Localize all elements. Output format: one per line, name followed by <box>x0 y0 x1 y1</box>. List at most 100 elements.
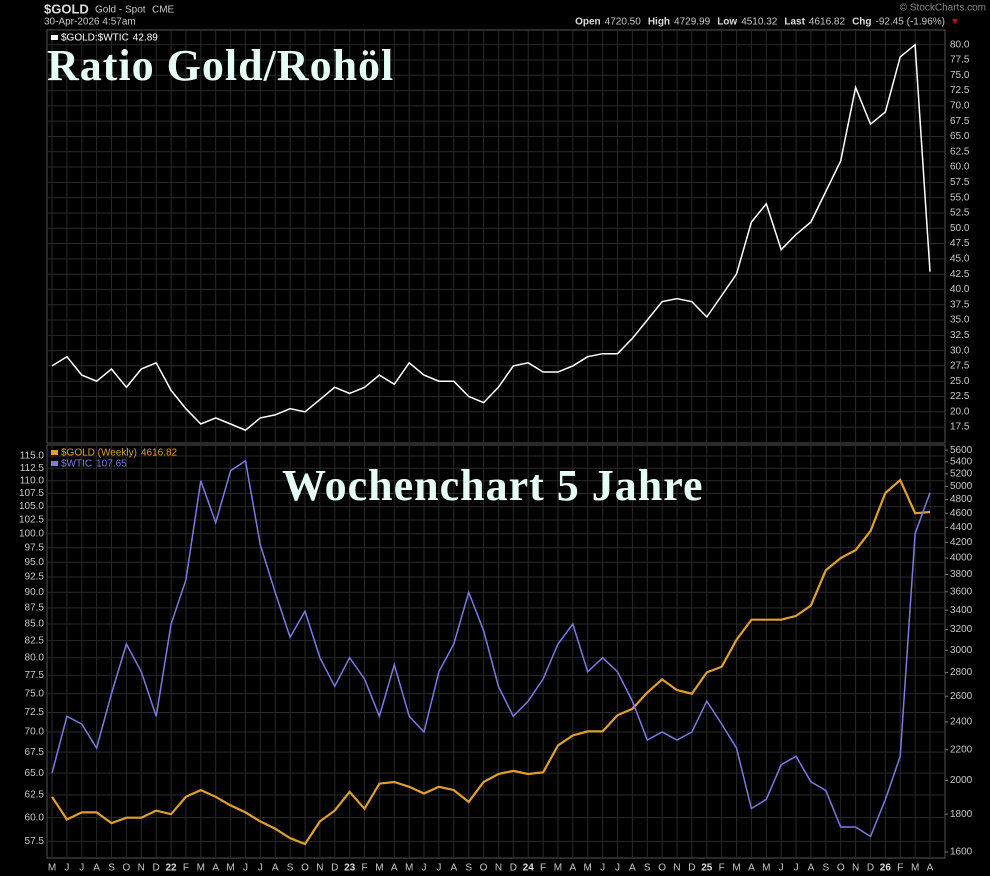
y-tick-label: 80.0 <box>950 39 970 50</box>
date: 30-Apr-2026 4:57am <box>44 17 136 28</box>
x-tick-label: A <box>808 863 815 874</box>
exchange: CME <box>152 5 175 16</box>
legend-name: $GOLD:$WTIC <box>61 33 129 44</box>
field-label: Last <box>784 17 805 28</box>
y-tick-label: 77.5 <box>25 670 45 681</box>
y-tick-label: 30.0 <box>950 345 970 356</box>
x-tick-label: A <box>927 863 934 874</box>
x-tick-label: A <box>391 863 398 874</box>
y2-tick-label: 3800 <box>950 569 973 580</box>
x-tick-label: M <box>226 863 234 874</box>
x-tick-label: D <box>331 863 338 874</box>
x-tick-label: D <box>688 863 695 874</box>
y-tick-label: 62.5 <box>950 146 970 157</box>
y-tick-label: 62.5 <box>25 790 45 801</box>
x-tick-label: O <box>837 863 845 874</box>
y-tick-label: 92.5 <box>25 572 45 583</box>
x-tick-label: A <box>748 863 755 874</box>
y2-tick-label: 4600 <box>950 508 973 519</box>
y-tick-label: 85.0 <box>25 619 45 630</box>
x-tick-label: A <box>93 863 100 874</box>
y-tick-label: 72.5 <box>950 85 970 96</box>
y-tick-label: 20.0 <box>950 406 970 417</box>
x-tick-label: 25 <box>701 863 713 874</box>
x-tick-label: D <box>510 863 517 874</box>
x-tick-label: M <box>584 863 592 874</box>
legend-swatch <box>51 35 58 40</box>
y-tick-label: 27.5 <box>950 361 970 372</box>
legend-swatch <box>51 461 58 466</box>
x-tick-label: 24 <box>523 863 535 874</box>
x-tick-label: N <box>852 863 859 874</box>
x-tick-label: S <box>287 863 294 874</box>
y-tick-label: 75.0 <box>950 70 970 81</box>
legend-value: 42.89 <box>133 33 158 44</box>
x-tick-label: J <box>600 863 605 874</box>
y2-tick-label: 2800 <box>950 667 973 678</box>
y-tick-label: 60.0 <box>25 812 45 823</box>
field-value: 4729.99 <box>674 17 711 28</box>
series-line <box>51 478 931 846</box>
y2-tick-label: 3400 <box>950 605 973 616</box>
x-tick-label: D <box>867 863 874 874</box>
x-tick-label: J <box>64 863 69 874</box>
y2-tick-label: 4200 <box>950 537 973 548</box>
y-tick-label: 22.5 <box>950 391 970 402</box>
y-tick-label: 55.0 <box>950 192 970 203</box>
y-tick-label: 97.5 <box>25 542 45 553</box>
legend-name: $WTIC <box>61 459 92 470</box>
y-tick-label: 65.0 <box>25 768 45 779</box>
panel-frame <box>46 444 946 859</box>
y2-tick-label: 1600 <box>950 847 973 858</box>
x-tick-label: J <box>794 863 799 874</box>
legend-value: 4616.82 <box>141 448 178 459</box>
y-tick-label: 25.0 <box>950 376 970 387</box>
legend-name: $GOLD (Weekly) <box>61 448 137 459</box>
x-tick-label: F <box>183 863 189 874</box>
y-tick-label: 95.0 <box>25 557 45 568</box>
x-tick-label: A <box>450 863 457 874</box>
x-tick-label: S <box>644 863 651 874</box>
y2-tick-label: 3600 <box>950 586 973 597</box>
symbol: $GOLD <box>44 1 89 16</box>
field-label: High <box>648 17 670 28</box>
y2-tick-label: 2600 <box>950 691 973 702</box>
down-marker <box>952 19 958 24</box>
y-tick-label: 87.5 <box>25 603 45 614</box>
y-tick-label: 77.5 <box>950 55 970 66</box>
y-tick-label: 75.0 <box>25 688 45 699</box>
x-tick-label: J <box>436 863 441 874</box>
x-tick-label: M <box>732 863 740 874</box>
x-tick-label: S <box>108 863 115 874</box>
y2-tick-label: 3200 <box>950 624 973 635</box>
legend-swatch <box>51 450 58 455</box>
y2-tick-label: 5000 <box>950 481 973 492</box>
y-tick-label: 32.5 <box>950 330 970 341</box>
x-tick-label: F <box>897 863 903 874</box>
x-tick-label: A <box>570 863 577 874</box>
x-tick-label: F <box>719 863 725 874</box>
field-label: Chg <box>852 17 871 28</box>
y2-tick-label: 4400 <box>950 522 973 533</box>
x-tick-label: M <box>911 863 919 874</box>
y2-tick-label: 5600 <box>950 445 973 456</box>
x-tick-label: M <box>197 863 205 874</box>
panel-title: Wochenchart 5 Jahre <box>282 461 704 510</box>
y-tick-label: 82.5 <box>25 635 45 646</box>
y2-tick-label: 2400 <box>950 717 973 728</box>
x-tick-label: S <box>822 863 829 874</box>
x-tick-label: M <box>375 863 383 874</box>
y-tick-label: 47.5 <box>950 238 970 249</box>
x-tick-label: D <box>153 863 160 874</box>
y-tick-label: 115.0 <box>20 451 45 462</box>
field-value: -92.45 (-1.96%) <box>876 17 945 28</box>
y2-tick-label: 3000 <box>950 645 973 656</box>
y2-tick-label: 5400 <box>950 456 973 467</box>
y-tick-label: 67.5 <box>950 116 970 127</box>
y-tick-label: 70.0 <box>25 727 45 738</box>
x-tick-label: F <box>361 863 367 874</box>
y2-tick-label: 2000 <box>950 775 973 786</box>
x-tick-label: O <box>123 863 131 874</box>
